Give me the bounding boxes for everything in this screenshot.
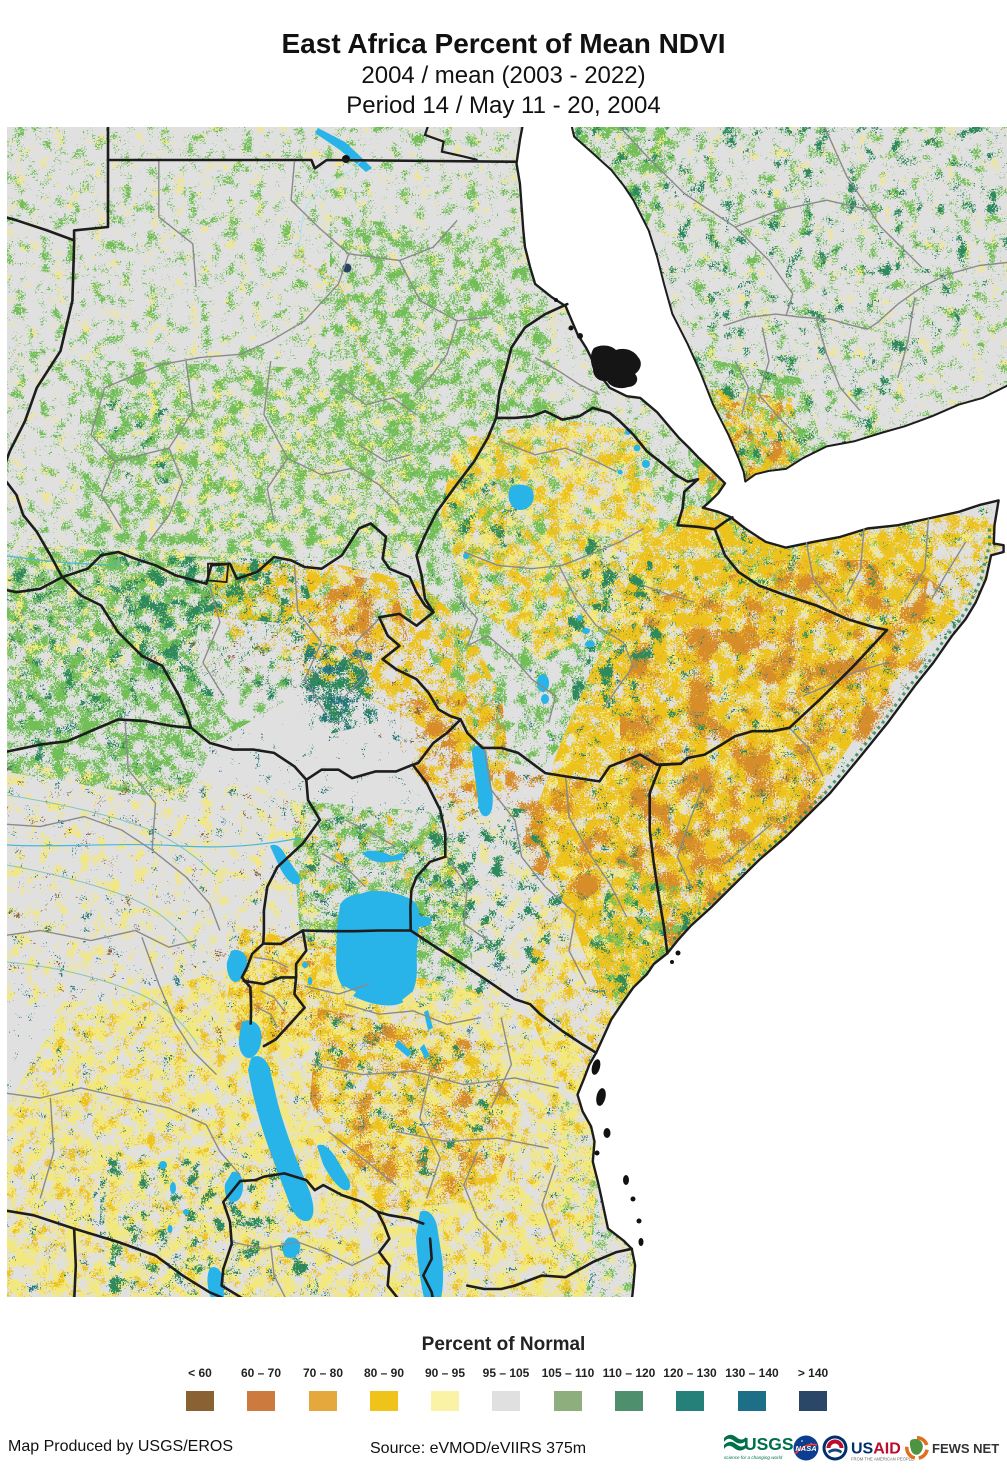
svg-text:science for a changing world: science for a changing world xyxy=(724,1455,783,1460)
svg-text:NASA: NASA xyxy=(795,1444,816,1453)
svg-text:USGS: USGS xyxy=(744,1434,794,1454)
svg-text:FEWS NET: FEWS NET xyxy=(932,1441,999,1456)
svg-text:FROM THE AMERICAN PEOPLE: FROM THE AMERICAN PEOPLE xyxy=(851,1457,914,1462)
svg-text:USAID: USAID xyxy=(851,1441,901,1458)
